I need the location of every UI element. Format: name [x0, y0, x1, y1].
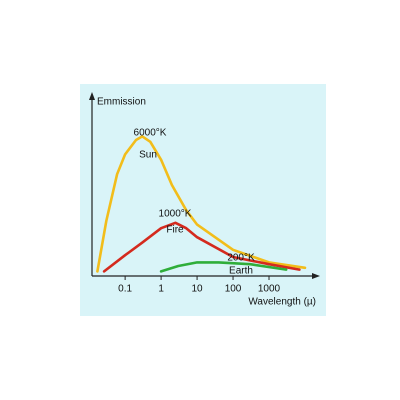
curve-temperature-label: 200°K: [227, 253, 255, 264]
curve-name-label: Earth: [229, 266, 253, 277]
curve-name-label: Fire: [166, 225, 184, 236]
x-tick-label: 10: [192, 284, 204, 295]
x-tick-label: 1: [158, 284, 164, 295]
plot-background: [80, 84, 326, 316]
y-axis-arrow: [89, 92, 95, 100]
curve-name-label: Sun: [139, 150, 157, 161]
y-axis-label: Emmission: [97, 97, 146, 108]
x-axis-arrow: [312, 273, 320, 279]
curve-temperature-label: 1000°K: [159, 209, 192, 220]
x-tick-label: 100: [225, 284, 242, 295]
x-axis-label: Wavelength (µ): [248, 297, 316, 308]
curve: [159, 261, 288, 273]
curve-temperature-label: 6000°K: [134, 128, 167, 139]
curve: [96, 135, 307, 273]
curve: [102, 221, 301, 273]
x-tick-label: 1000: [258, 284, 281, 295]
x-tick-label: 0.1: [118, 284, 132, 295]
